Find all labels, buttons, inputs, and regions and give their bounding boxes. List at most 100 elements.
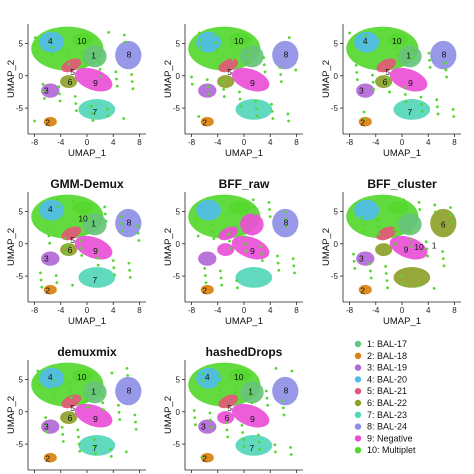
multiplet-point <box>194 423 197 427</box>
multiplet-point <box>199 45 203 49</box>
cluster-label: 10 <box>77 372 87 382</box>
multiplet-point <box>262 56 266 60</box>
cluster-label: 8 <box>442 49 447 59</box>
multiplet-point <box>124 450 128 454</box>
multiplet-point <box>264 389 268 393</box>
multiplet-point <box>286 112 290 116</box>
multiplet-point <box>219 276 223 280</box>
multiplet-point <box>71 283 74 287</box>
x-tick-label: -4 <box>214 138 222 147</box>
cluster-label: 8 <box>127 385 132 395</box>
multiplet-point <box>449 206 452 209</box>
y-axis-label: UMAP_2 <box>163 228 174 266</box>
panel-points <box>346 194 457 295</box>
multiplet-point <box>94 452 97 456</box>
cluster-blob-5 <box>218 394 239 409</box>
y-tick-label: 0 <box>19 240 24 249</box>
multiplet-point <box>122 117 126 120</box>
multiplet-point <box>222 95 226 98</box>
multiplet-point <box>35 50 38 54</box>
legend-label: 8: BAL-24 <box>367 422 407 432</box>
multiplet-point <box>284 217 288 221</box>
multiplet-point <box>386 76 390 80</box>
cluster-blob-1 <box>398 213 422 236</box>
cluster-blob-10 <box>387 33 409 46</box>
multiplet-point <box>418 208 422 211</box>
multiplet-point <box>257 440 261 444</box>
multiplet-point <box>44 416 48 419</box>
multiplet-point <box>78 449 82 453</box>
multiplet-point <box>369 276 373 280</box>
cluster-blob-2 <box>43 452 57 463</box>
multiplet-point <box>451 108 455 111</box>
y-tick-label: 5 <box>19 375 24 384</box>
multiplet-point <box>53 386 57 390</box>
multiplet-point <box>403 93 407 96</box>
multiplet-point <box>371 73 374 77</box>
y-axis-label: UMAP_2 <box>163 60 174 98</box>
multiplet-point <box>65 48 69 52</box>
y-tick-label: 5 <box>176 207 181 216</box>
multiplet-point <box>241 431 245 434</box>
multiplet-point <box>54 393 57 397</box>
multiplet-point <box>425 247 429 251</box>
multiplet-point <box>452 115 456 118</box>
multiplet-point <box>240 423 244 427</box>
multiplet-point <box>136 224 139 228</box>
multiplet-point <box>412 56 416 60</box>
multiplet-point <box>241 438 245 441</box>
multiplet-point <box>259 244 263 248</box>
cluster-label: 3 <box>359 86 364 96</box>
multiplet-point <box>99 75 103 78</box>
multiplet-point <box>208 411 212 415</box>
multiplet-point <box>63 237 67 240</box>
multiplet-point <box>219 269 222 273</box>
multiplet-point <box>251 198 255 202</box>
multiplet-point <box>211 222 214 226</box>
panel-points <box>31 26 142 127</box>
multiplet-point <box>211 230 215 233</box>
multiplet-point <box>134 427 138 431</box>
cluster-label: 8 <box>127 49 132 59</box>
multiplet-point <box>274 367 278 370</box>
cluster-blob-9 <box>389 235 428 260</box>
multiplet-point <box>42 89 46 93</box>
y-axis-label: UMAP_2 <box>6 396 17 434</box>
cluster-label: 2 <box>202 285 207 295</box>
multiplet-point <box>98 60 101 64</box>
multiplet-point <box>291 257 295 261</box>
x-tick-label: -8 <box>31 138 39 147</box>
cluster-label: 2 <box>202 453 207 463</box>
multiplet-point <box>424 240 428 244</box>
legend-label: 1: BAL-17 <box>367 339 407 349</box>
multiplet-point <box>270 109 274 113</box>
multiplet-point <box>128 268 132 272</box>
multiplet-point <box>230 51 234 54</box>
multiplet-point <box>392 228 396 231</box>
cluster-8-blob <box>272 40 299 70</box>
cluster-blob-9 <box>231 403 270 428</box>
x-tick-label: 4 <box>426 306 431 315</box>
cluster-blob-7 <box>235 99 273 120</box>
cluster-label: 1 <box>91 219 96 229</box>
multiplet-point <box>242 445 246 449</box>
multiplet-point <box>352 252 355 256</box>
x-tick-label: -4 <box>57 306 65 315</box>
multiplet-point <box>101 408 105 412</box>
multiplet-point <box>348 31 351 35</box>
x-axis-label: UMAP_1 <box>68 316 106 327</box>
multiplet-point <box>40 285 44 289</box>
cluster-label: 10 <box>234 372 244 382</box>
panel-points <box>346 26 457 127</box>
multiplet-point <box>276 254 279 258</box>
cluster-blob-1 <box>240 381 264 404</box>
y-axis-label: UMAP_2 <box>163 396 174 434</box>
multiplet-point <box>95 249 99 253</box>
x-axis-label: UMAP_1 <box>225 316 263 327</box>
multiplet-point <box>42 97 46 100</box>
cluster-blob-9 <box>389 67 428 92</box>
cluster-label: 5 <box>70 235 75 245</box>
multiplet-point <box>68 381 72 385</box>
